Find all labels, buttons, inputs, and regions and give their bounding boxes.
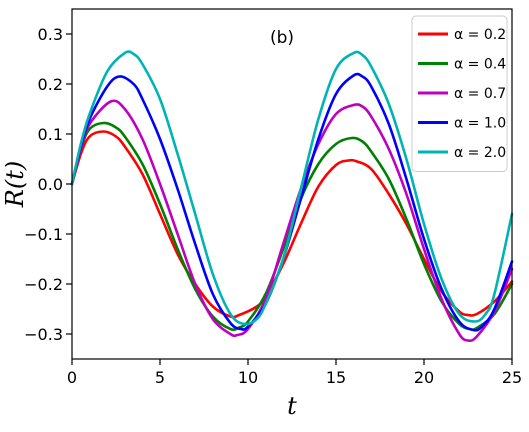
- y-tick-label: 0.2: [38, 75, 63, 94]
- x-axis-label: t: [287, 392, 297, 420]
- x-tick-label: 0: [67, 368, 77, 387]
- legend-label-3: α = 1.0: [454, 116, 506, 132]
- series-layer: [70, 50, 514, 343]
- x-tick-label: 5: [155, 368, 165, 387]
- y-tick-label: 0.0: [38, 175, 63, 194]
- series-line-2: [70, 99, 514, 343]
- legend-label-2: α = 0.7: [454, 86, 506, 102]
- panel-annotation: (b): [270, 28, 294, 48]
- x-tick-label: 20: [414, 368, 434, 387]
- legend: α = 0.2 α = 0.4 α = 0.7 α = 1.0 α = 2.0: [411, 15, 508, 172]
- legend-box: [411, 15, 508, 172]
- y-tick-label: 0.1: [38, 125, 63, 144]
- legend-label-0: α = 0.2: [454, 27, 506, 43]
- y-tick-label: 0.3: [38, 25, 63, 44]
- y-tick-label: −0.2: [24, 275, 63, 294]
- y-axis: −0.3 −0.2 −0.1 0.0 0.1 0.2 0.3: [24, 25, 72, 344]
- legend-label-4: α = 2.0: [454, 145, 506, 161]
- x-axis: 0 5 10 15 20 25: [67, 359, 522, 387]
- y-tick-label: −0.3: [24, 325, 63, 344]
- x-tick-label: 25: [502, 368, 522, 387]
- x-tick-label: 10: [238, 368, 258, 387]
- y-axis-label: R(t): [1, 161, 29, 208]
- x-tick-label: 15: [326, 368, 346, 387]
- legend-label-1: α = 0.4: [454, 57, 506, 73]
- y-tick-label: −0.1: [24, 225, 63, 244]
- series-line-4: [70, 50, 514, 326]
